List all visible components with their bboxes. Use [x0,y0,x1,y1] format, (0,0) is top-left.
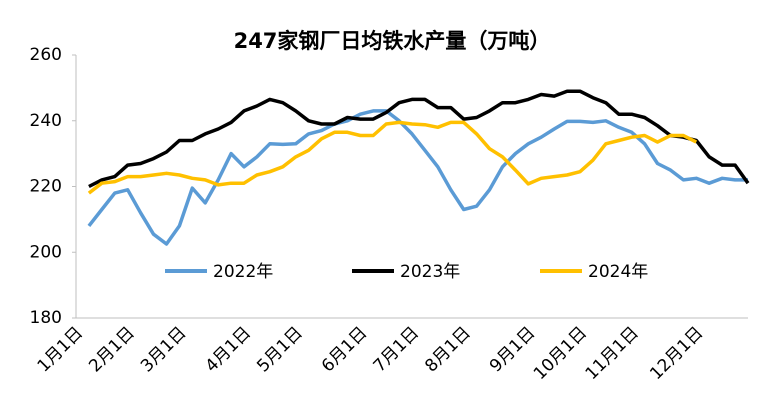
chart-title: 247家钢厂日均铁水产量（万吨） [234,29,551,53]
x-tick-label: 5月1日 [253,323,306,376]
x-tick-label: 1月1日 [34,323,87,376]
x-tick-label: 6月1日 [318,323,371,376]
x-tick-label: 3月1日 [137,323,190,376]
y-tick-label: 180 [30,308,62,328]
x-tick-label: 7月1日 [370,323,423,376]
legend-label: 2023年 [400,262,460,282]
y-tick-label: 220 [30,177,62,197]
y-tick-label: 200 [30,242,62,262]
line-series [88,89,750,189]
x-tick-label: 10月1日 [530,323,591,384]
x-tick-label: 11月1日 [582,323,643,384]
y-tick-label: 260 [30,45,62,65]
line-series [87,120,698,195]
x-tick-label: 2月1日 [85,323,138,376]
legend-label: 2024年 [588,262,648,282]
x-tick-label: 4月1日 [202,323,255,376]
y-tick-label: 240 [30,111,62,131]
legend-label: 2022年 [213,262,273,282]
x-tick-label: 12月1日 [646,323,707,384]
x-tick-label: 8月1日 [421,323,474,376]
